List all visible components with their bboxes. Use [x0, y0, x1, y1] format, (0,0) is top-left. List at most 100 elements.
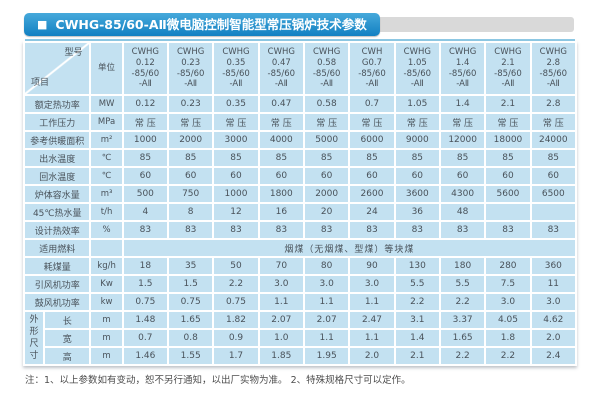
- value-cell: 24000: [531, 132, 575, 148]
- page-title-text: CWHG-85/60-AⅡ微电脑控制智能型常压锅炉技术参数: [55, 17, 367, 32]
- value-cell: 1.4: [440, 96, 485, 112]
- value-cell: 3.37: [440, 312, 485, 328]
- value-cell: 2.0: [350, 348, 394, 364]
- value-cell: 1.95: [304, 348, 349, 364]
- model-header-cell: CWHG 0.47 -85/60 -AⅡ: [259, 43, 303, 94]
- value-cell: 0.35: [214, 96, 258, 112]
- value-cell: 2.2: [214, 276, 258, 292]
- row-label: 设计热效率: [25, 222, 90, 238]
- value-cell: 常 压: [350, 114, 394, 130]
- value-cell: 83: [169, 222, 213, 238]
- value-cell: 36: [395, 204, 439, 220]
- value-cell: 360: [531, 258, 575, 274]
- value-cell: 4.05: [486, 312, 530, 328]
- dimension-row-label: 高: [45, 348, 90, 364]
- value-cell: 35: [169, 258, 213, 274]
- value-cell: 3.0: [350, 276, 394, 292]
- value-cell: 50: [214, 258, 258, 274]
- value-cell: 1.1: [304, 330, 349, 346]
- unit-cell: m³: [91, 186, 122, 202]
- value-cell: 5.5: [395, 276, 439, 292]
- value-cell: 2.2: [440, 348, 485, 364]
- value-cell: 24: [350, 204, 394, 220]
- value-cell: 70: [259, 258, 303, 274]
- table-top-rule: [25, 39, 575, 41]
- value-cell: 83: [259, 222, 303, 238]
- value-cell: 2.1: [395, 348, 439, 364]
- value-cell: 6000: [350, 132, 394, 148]
- value-cell: 0.58: [304, 96, 349, 112]
- value-cell: 0.75: [169, 294, 213, 310]
- value-cell: 1.48: [123, 312, 167, 328]
- model-header-cell: CWH G0.7 -85/60 -AⅡ: [350, 43, 394, 94]
- value-cell: 85: [259, 150, 303, 166]
- value-cell: 1.0: [259, 330, 303, 346]
- value-cell: 16: [259, 204, 303, 220]
- value-cell: 2000: [169, 132, 213, 148]
- value-cell: 60: [350, 168, 394, 184]
- unit-cell: Kw: [91, 276, 122, 292]
- table-header: 型号 项目 单位 CWHG 0.12 -85/60 -AⅡ CWHG 0.23 -85/60 -AⅡ…: [25, 43, 575, 94]
- value-cell: 2.07: [304, 312, 349, 328]
- value-cell: 5000: [304, 132, 349, 148]
- value-cell: 60: [531, 168, 575, 184]
- value-cell: 60: [214, 168, 258, 184]
- value-cell: 常 压: [123, 114, 167, 130]
- dimension-group-label: 外形尺寸: [25, 312, 44, 364]
- value-cell: 1.05: [395, 96, 439, 112]
- value-cell: 1000: [214, 186, 258, 202]
- value-cell: 85: [304, 150, 349, 166]
- value-cell: 1.7: [214, 348, 258, 364]
- value-cell: 1.1: [350, 330, 394, 346]
- value-cell: 1.55: [169, 348, 213, 364]
- value-cell: 18: [123, 258, 167, 274]
- fuel-span-cell: 烟煤（无烟煤、型煤）等块煤: [123, 240, 575, 256]
- value-cell: 85: [214, 150, 258, 166]
- value-cell: [486, 204, 530, 220]
- value-cell: 3.0: [304, 276, 349, 292]
- value-cell: 4.62: [531, 312, 575, 328]
- value-cell: 80: [304, 258, 349, 274]
- value-cell: 12: [214, 204, 258, 220]
- value-cell: 1.1: [259, 294, 303, 310]
- value-cell: 1000: [123, 132, 167, 148]
- unit-cell: MW: [91, 96, 122, 112]
- value-cell: 85: [123, 150, 167, 166]
- value-cell: 0.8: [169, 330, 213, 346]
- value-cell: 4000: [259, 132, 303, 148]
- row-label: 回水温度: [25, 168, 90, 184]
- page-title: ■ CWHG-85/60-AⅡ微电脑控制智能型常压锅炉技术参数: [24, 13, 380, 36]
- value-cell: 60: [486, 168, 530, 184]
- value-cell: 83: [440, 222, 485, 238]
- value-cell: 85: [486, 150, 530, 166]
- value-cell: 85: [531, 150, 575, 166]
- value-cell: 0.23: [169, 96, 213, 112]
- value-cell: 60: [259, 168, 303, 184]
- value-cell: 3.0: [259, 276, 303, 292]
- row-label: 额定热功率: [25, 96, 90, 112]
- unit-cell: ℃: [91, 150, 122, 166]
- value-cell: 常 压: [531, 114, 575, 130]
- unit-cell: t/h: [91, 204, 122, 220]
- value-cell: 83: [123, 222, 167, 238]
- value-cell: 85: [350, 150, 394, 166]
- row-label: 引风机功率: [25, 276, 90, 292]
- unit-cell: %: [91, 222, 122, 238]
- value-cell: 130: [395, 258, 439, 274]
- value-cell: 7.5: [486, 276, 530, 292]
- value-cell: 2.2: [395, 294, 439, 310]
- value-cell: 60: [123, 168, 167, 184]
- value-cell: 500: [123, 186, 167, 202]
- row-label: 出水温度: [25, 150, 90, 166]
- value-cell: 1.85: [259, 348, 303, 364]
- corner-model-label: 型号: [64, 48, 83, 58]
- value-cell: 9000: [395, 132, 439, 148]
- row-label: 鼓风机功率: [25, 294, 90, 310]
- value-cell: 6500: [531, 186, 575, 202]
- row-label: 参考供暖面积: [25, 132, 90, 148]
- value-cell: 0.75: [123, 294, 167, 310]
- unit-cell: m: [91, 330, 122, 346]
- value-cell: 18000: [486, 132, 530, 148]
- model-header-cell: CWHG 1.05 -85/60 -AⅡ: [395, 43, 439, 94]
